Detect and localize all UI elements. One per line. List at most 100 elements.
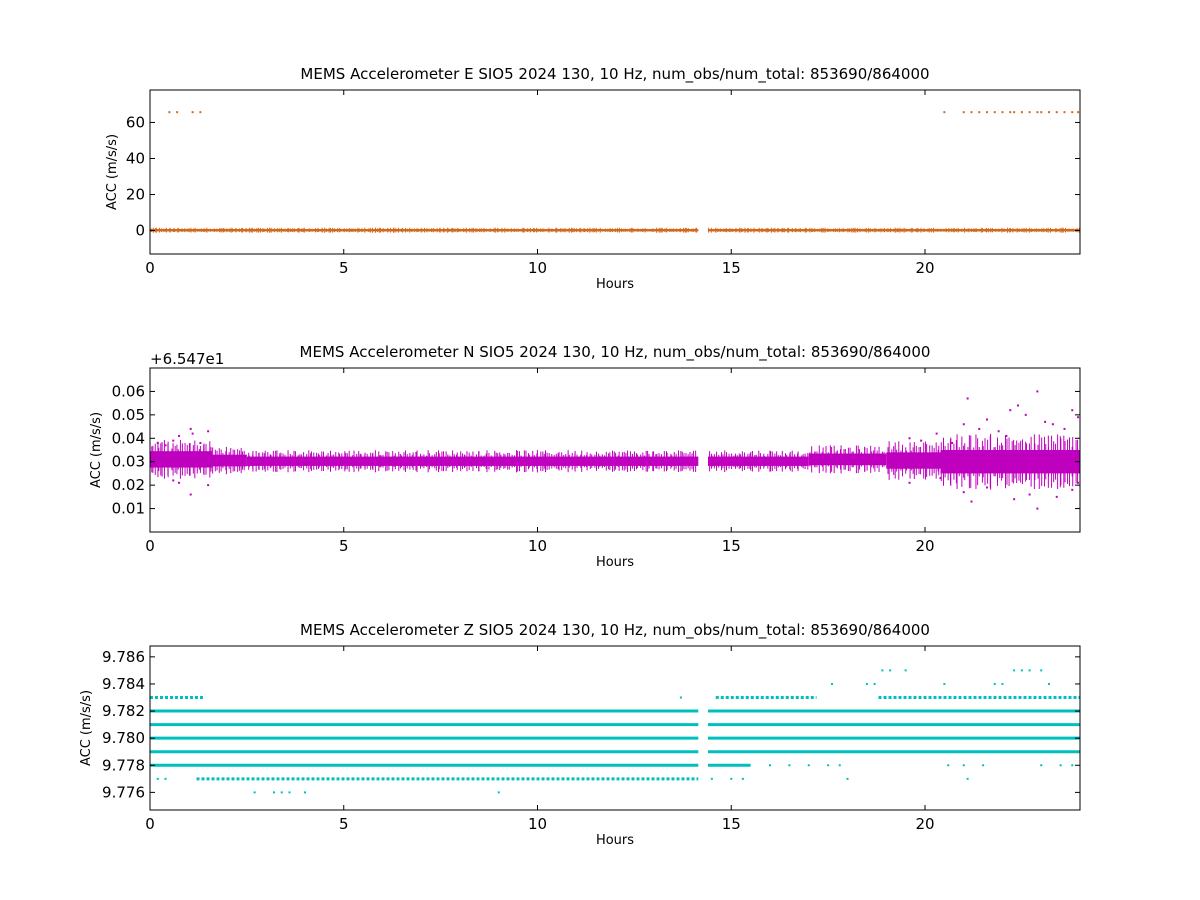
data-point [191, 432, 194, 435]
chart-panel-2: 0 5 10 15 20 9.776 9.778 9.780 9.782 9.784 9.786 ME… [79, 621, 1081, 848]
x-axis-label: Hours [596, 277, 634, 292]
y-tick-label: 0.06 [112, 382, 145, 400]
data-band [808, 453, 887, 466]
data-point [1063, 111, 1066, 114]
data-point [1013, 111, 1016, 114]
data-point [207, 484, 210, 487]
data-point [164, 444, 167, 447]
y-axis-label: ACC (m/s/s) [79, 690, 94, 766]
data-point [1009, 111, 1012, 114]
data-point [1001, 111, 1004, 114]
data-point [986, 418, 988, 421]
data-point [807, 764, 810, 767]
y-tick-label: 0.04 [112, 429, 145, 447]
y-offset-label: +6.547e1 [150, 350, 224, 368]
data-point [741, 777, 744, 780]
data-point [1013, 498, 1016, 501]
data-point [1044, 420, 1047, 423]
data-band [150, 451, 212, 468]
data-point [939, 477, 942, 480]
data-point [943, 111, 946, 114]
chart-title: MEMS Accelerometer Z SIO5 2024 130, 10 H… [300, 621, 930, 640]
x-tick-label: 15 [722, 537, 741, 555]
data-point [1040, 111, 1043, 114]
data-point [1055, 111, 1058, 114]
x-axis-label: Hours [596, 555, 634, 570]
x-tick-label: 15 [722, 259, 741, 277]
x-tick-label: 20 [915, 537, 934, 555]
data-point [846, 777, 849, 780]
data-point [1071, 764, 1074, 767]
x-tick-label: 0 [145, 815, 155, 833]
data-point [156, 777, 159, 780]
data-point [178, 434, 181, 437]
data-point [908, 481, 911, 484]
data-point [497, 791, 500, 794]
data-point [889, 669, 892, 672]
data-point [1077, 111, 1080, 114]
data-point [1071, 488, 1074, 491]
data-point [304, 791, 306, 794]
data-point [1071, 409, 1074, 412]
y-tick-label: 0 [135, 222, 145, 240]
data-point [986, 111, 988, 114]
data-point [207, 430, 210, 433]
data-point [288, 791, 291, 794]
x-tick-label: 15 [722, 815, 741, 833]
data-point [1020, 111, 1023, 114]
x-tick-label: 10 [528, 537, 547, 555]
data-point [978, 427, 981, 430]
chart-panel-1: 0 5 10 15 20 0.01 0.02 0.03 0.04 0.05 0.06 MEMS Acc… [89, 343, 1081, 570]
data-point [943, 682, 946, 685]
data-point [970, 111, 973, 114]
x-axis-label: Hours [596, 833, 634, 848]
x-tick-label: 0 [145, 259, 155, 277]
data-point [1051, 423, 1054, 426]
data-point [164, 777, 167, 780]
data-point [1077, 481, 1080, 484]
y-tick-label: 0.05 [112, 406, 145, 424]
data-point [1048, 682, 1050, 685]
data-point [189, 493, 192, 496]
plot-frame [149, 645, 1081, 811]
data-point [831, 682, 833, 685]
data-point [982, 764, 985, 767]
data-band [940, 450, 1080, 474]
data-point [172, 439, 175, 442]
data-point [199, 441, 202, 444]
x-tick-label: 20 [915, 815, 934, 833]
data-point [1013, 669, 1016, 672]
data-point [191, 111, 194, 114]
data-point [1028, 493, 1031, 496]
data-point [904, 669, 907, 672]
y-axis-label: ACC (m/s/s) [105, 134, 120, 210]
data-point [993, 682, 996, 685]
y-tick-label: 9.786 [102, 648, 145, 666]
data-point [710, 777, 713, 780]
y-tick-label: 9.776 [102, 783, 145, 801]
series-points [150, 390, 1080, 510]
chart-title: MEMS Accelerometer N SIO5 2024 130, 10 H… [300, 343, 931, 362]
chart-panel-0: 0 5 10 15 20 0 20 40 60 MEMS Accelerometer E SIO5… [105, 65, 1081, 292]
data-point [1055, 495, 1058, 498]
x-tick-label: 10 [528, 815, 547, 833]
data-point [966, 777, 969, 780]
data-point [273, 791, 275, 794]
data-point [962, 491, 965, 494]
y-tick-label: 0.02 [112, 476, 145, 494]
series-points [150, 111, 1080, 233]
y-tick-label: 9.782 [102, 702, 145, 720]
data-point [908, 437, 911, 440]
data-point [986, 486, 988, 489]
y-axis-label: ACC (m/s/s) [89, 412, 104, 488]
plot-frame [149, 367, 1081, 533]
data-point [1071, 111, 1074, 114]
data-point [838, 764, 841, 767]
data-point [1028, 669, 1031, 672]
data-point [172, 479, 175, 482]
data-point [873, 682, 876, 685]
data-point [1024, 413, 1027, 416]
data-point [1017, 404, 1019, 407]
x-tick-label: 0 [145, 537, 155, 555]
y-tick-label: 40 [126, 149, 145, 167]
